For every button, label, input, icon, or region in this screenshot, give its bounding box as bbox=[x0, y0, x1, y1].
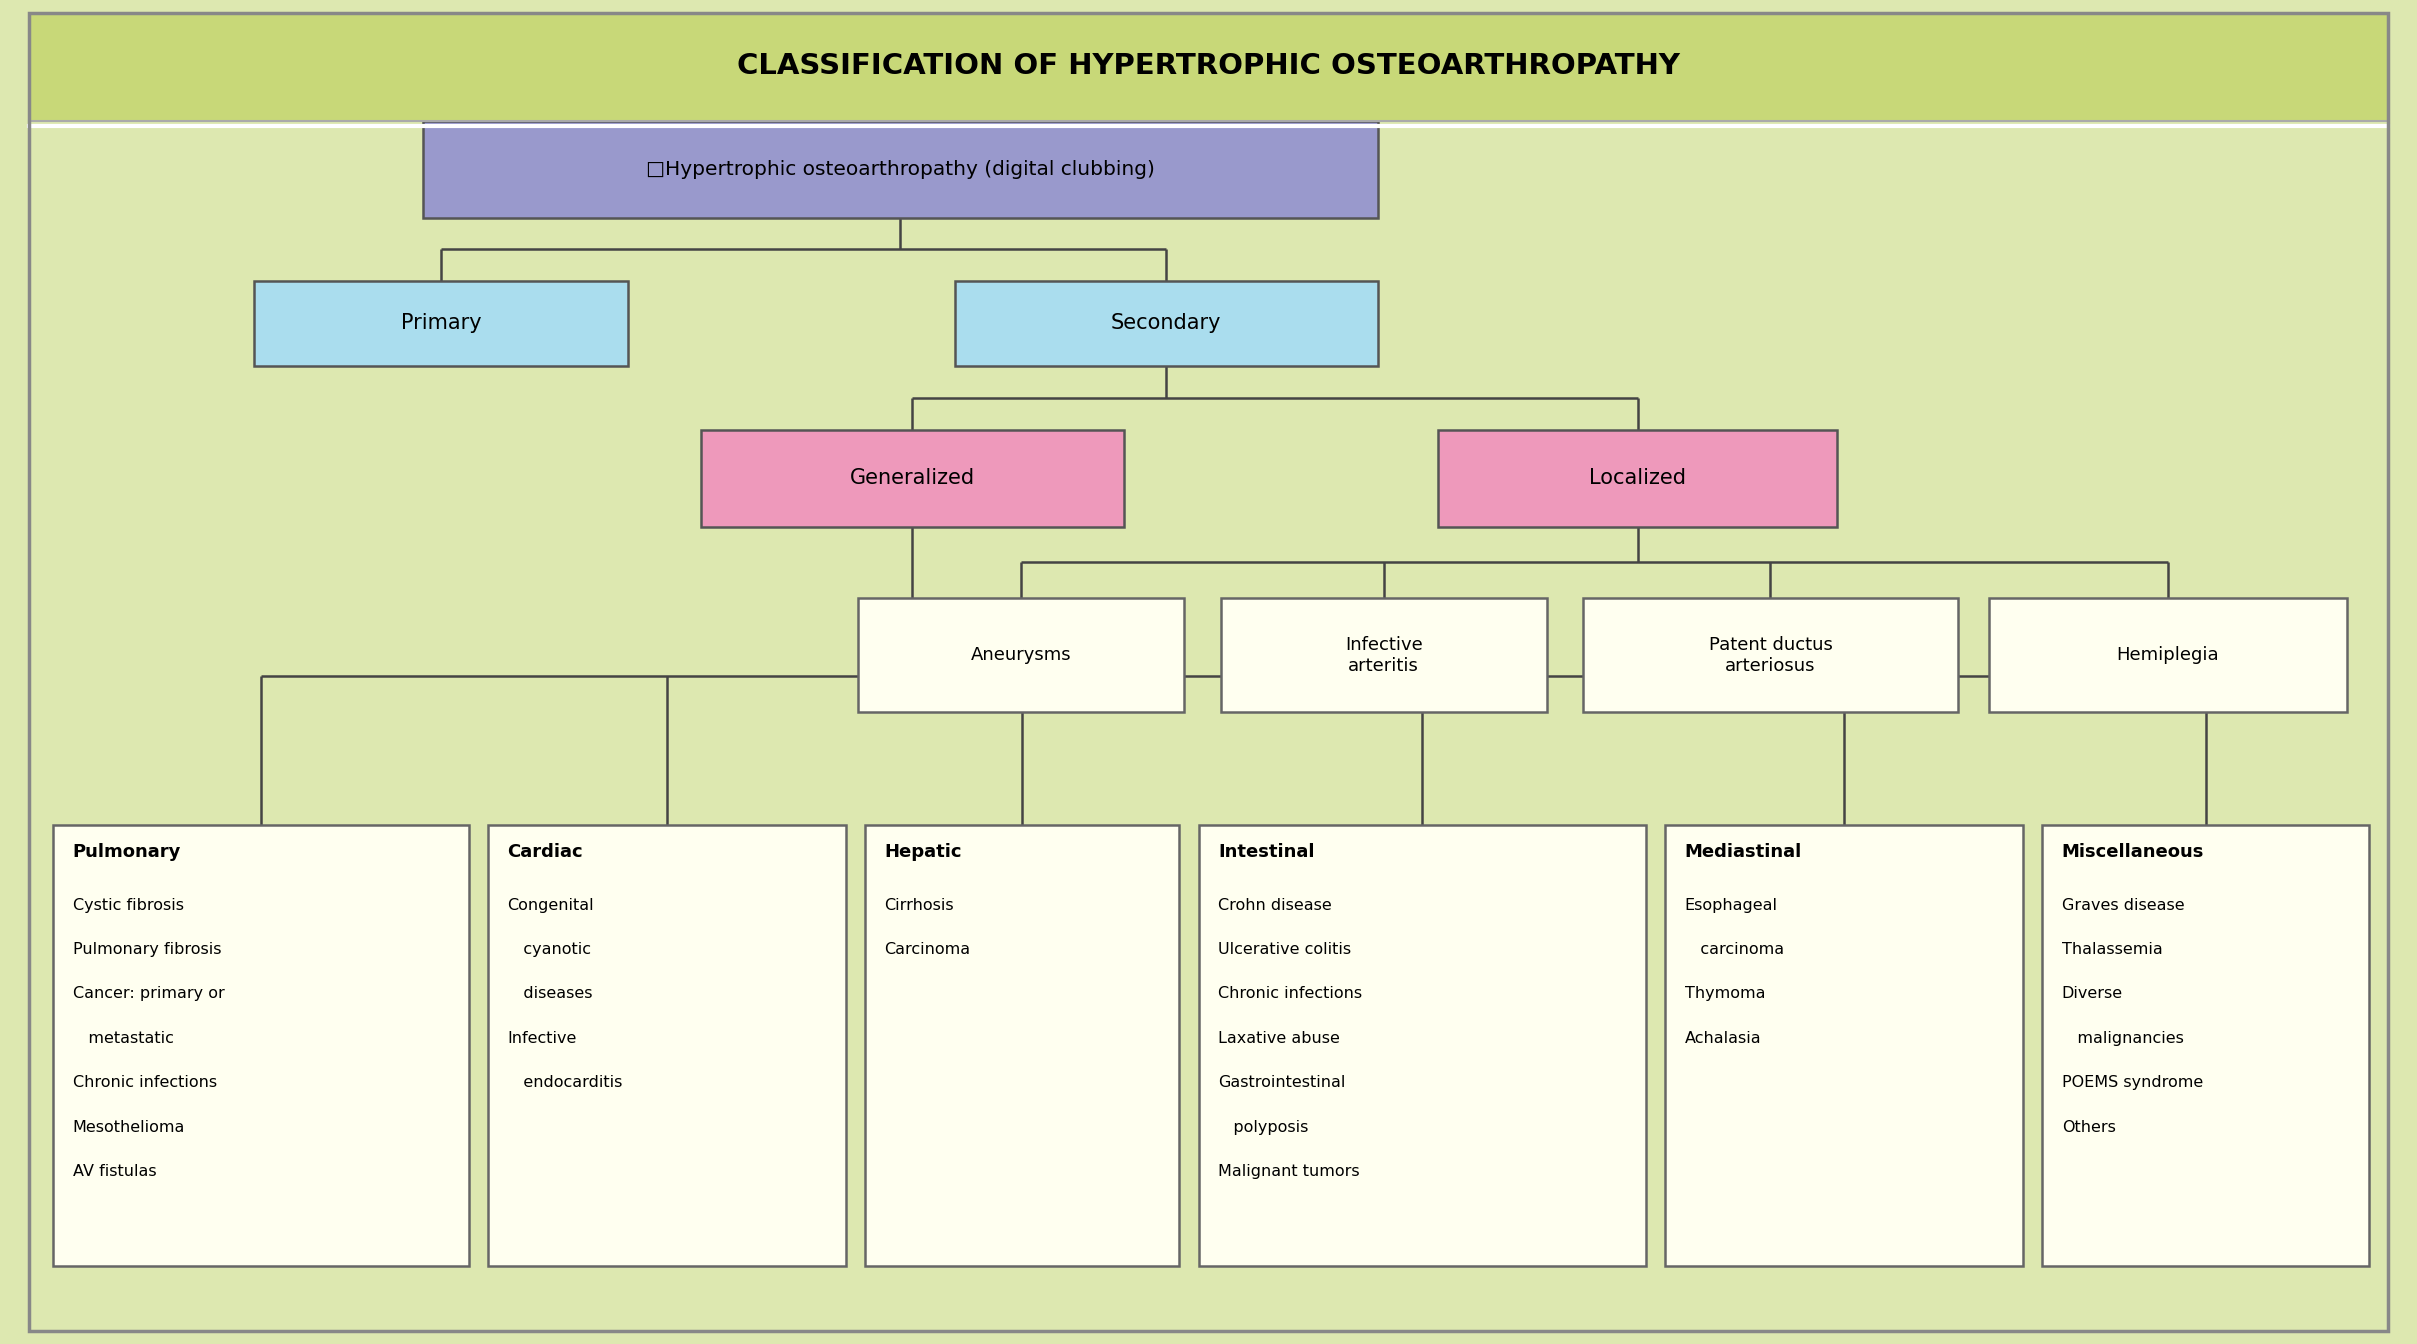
Text: Cirrhosis: Cirrhosis bbox=[885, 898, 955, 913]
FancyBboxPatch shape bbox=[53, 825, 469, 1266]
Text: Patent ductus
arteriosus: Patent ductus arteriosus bbox=[1709, 636, 1832, 675]
Text: Gastrointestinal: Gastrointestinal bbox=[1218, 1075, 1346, 1090]
Text: malignancies: malignancies bbox=[2062, 1031, 2183, 1046]
FancyBboxPatch shape bbox=[1665, 825, 2023, 1266]
Text: Infective
arteritis: Infective arteritis bbox=[1344, 636, 1424, 675]
Text: Aneurysms: Aneurysms bbox=[972, 646, 1071, 664]
Text: Malignant tumors: Malignant tumors bbox=[1218, 1164, 1361, 1179]
Text: Pulmonary: Pulmonary bbox=[73, 843, 181, 860]
FancyBboxPatch shape bbox=[423, 121, 1378, 218]
Text: AV fistulas: AV fistulas bbox=[73, 1164, 157, 1179]
Text: metastatic: metastatic bbox=[73, 1031, 174, 1046]
Text: Chronic infections: Chronic infections bbox=[1218, 986, 1363, 1001]
Text: Infective: Infective bbox=[508, 1031, 578, 1046]
FancyBboxPatch shape bbox=[865, 825, 1179, 1266]
Text: diseases: diseases bbox=[508, 986, 592, 1001]
Text: Diverse: Diverse bbox=[2062, 986, 2122, 1001]
Text: Primary: Primary bbox=[401, 313, 481, 333]
Text: Ulcerative colitis: Ulcerative colitis bbox=[1218, 942, 1351, 957]
FancyBboxPatch shape bbox=[488, 825, 846, 1266]
Text: Hemiplegia: Hemiplegia bbox=[2117, 646, 2219, 664]
Text: polyposis: polyposis bbox=[1218, 1120, 1308, 1134]
Text: Localized: Localized bbox=[1588, 469, 1687, 488]
FancyBboxPatch shape bbox=[1583, 598, 1958, 712]
Text: Thalassemia: Thalassemia bbox=[2062, 942, 2163, 957]
Text: endocarditis: endocarditis bbox=[508, 1075, 621, 1090]
Text: Cancer: primary or: Cancer: primary or bbox=[73, 986, 225, 1001]
Text: Miscellaneous: Miscellaneous bbox=[2062, 843, 2204, 860]
Text: Esophageal: Esophageal bbox=[1685, 898, 1776, 913]
Text: carcinoma: carcinoma bbox=[1685, 942, 1784, 957]
Text: Chronic infections: Chronic infections bbox=[73, 1075, 218, 1090]
Text: Graves disease: Graves disease bbox=[2062, 898, 2185, 913]
Text: Crohn disease: Crohn disease bbox=[1218, 898, 1332, 913]
Text: Secondary: Secondary bbox=[1112, 313, 1221, 333]
FancyBboxPatch shape bbox=[955, 281, 1378, 366]
FancyBboxPatch shape bbox=[29, 13, 2388, 121]
Text: Hepatic: Hepatic bbox=[885, 843, 962, 860]
Text: Achalasia: Achalasia bbox=[1685, 1031, 1762, 1046]
FancyBboxPatch shape bbox=[2042, 825, 2369, 1266]
Text: cyanotic: cyanotic bbox=[508, 942, 590, 957]
Text: Cardiac: Cardiac bbox=[508, 843, 582, 860]
Text: Cystic fibrosis: Cystic fibrosis bbox=[73, 898, 184, 913]
FancyBboxPatch shape bbox=[1438, 430, 1837, 527]
Text: Laxative abuse: Laxative abuse bbox=[1218, 1031, 1339, 1046]
Text: Thymoma: Thymoma bbox=[1685, 986, 1764, 1001]
FancyBboxPatch shape bbox=[858, 598, 1184, 712]
FancyBboxPatch shape bbox=[254, 281, 628, 366]
Text: Congenital: Congenital bbox=[508, 898, 595, 913]
FancyBboxPatch shape bbox=[1989, 598, 2347, 712]
Text: Mediastinal: Mediastinal bbox=[1685, 843, 1803, 860]
Text: Others: Others bbox=[2062, 1120, 2115, 1134]
Text: Carcinoma: Carcinoma bbox=[885, 942, 972, 957]
Text: Intestinal: Intestinal bbox=[1218, 843, 1315, 860]
Text: POEMS syndrome: POEMS syndrome bbox=[2062, 1075, 2202, 1090]
Text: □Hypertrophic osteoarthropathy (digital clubbing): □Hypertrophic osteoarthropathy (digital … bbox=[645, 160, 1155, 179]
FancyBboxPatch shape bbox=[1221, 598, 1547, 712]
Text: CLASSIFICATION OF HYPERTROPHIC OSTEOARTHROPATHY: CLASSIFICATION OF HYPERTROPHIC OSTEOARTH… bbox=[737, 52, 1680, 79]
FancyBboxPatch shape bbox=[1199, 825, 1646, 1266]
Text: Pulmonary fibrosis: Pulmonary fibrosis bbox=[73, 942, 220, 957]
FancyBboxPatch shape bbox=[701, 430, 1124, 527]
Text: Generalized: Generalized bbox=[851, 469, 974, 488]
Text: Mesothelioma: Mesothelioma bbox=[73, 1120, 184, 1134]
